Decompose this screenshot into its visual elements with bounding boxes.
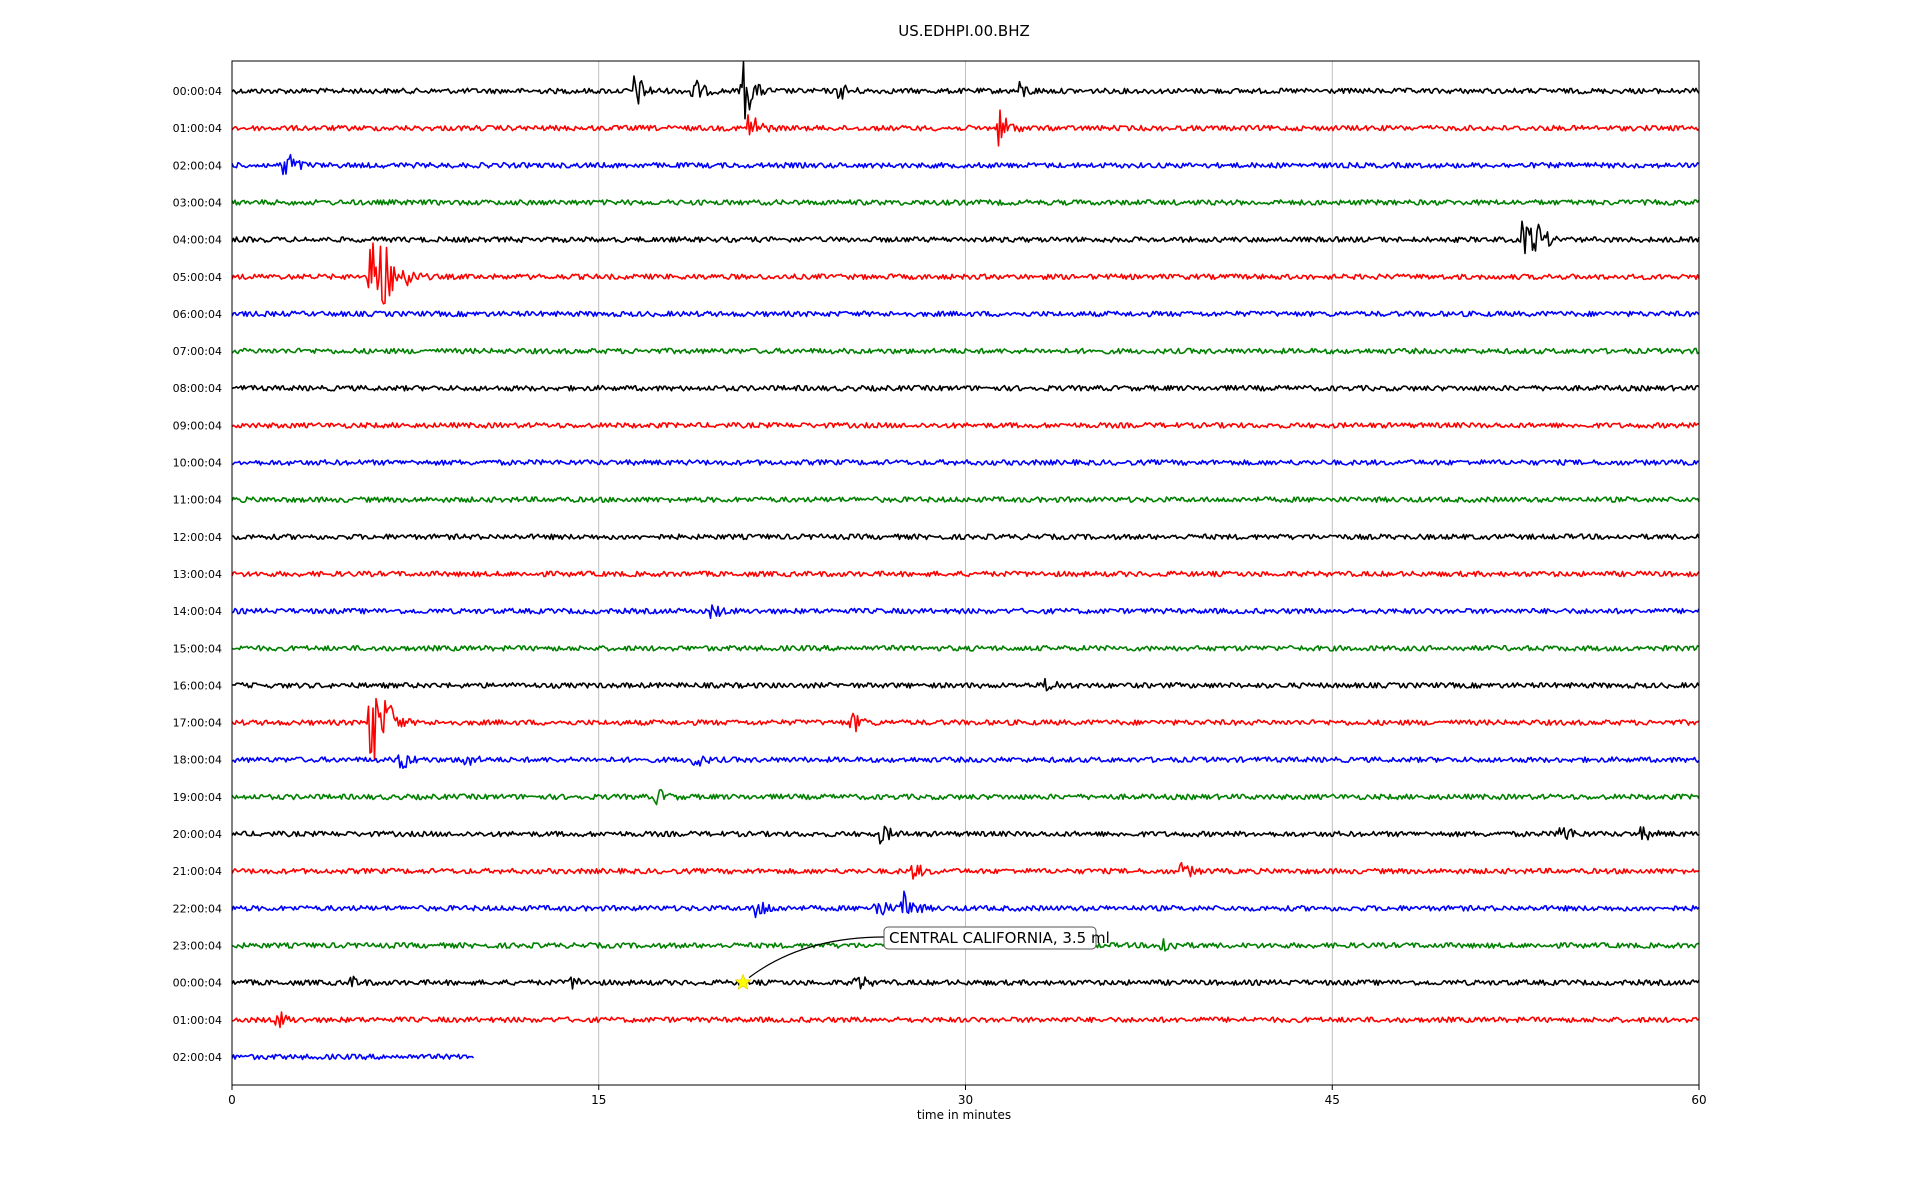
trace-row-12 [231, 533, 1700, 541]
row-label: 17:00:04 [173, 717, 222, 730]
row-label: 02:00:04 [173, 159, 222, 172]
trace-row-15 [231, 644, 1700, 652]
trace-row-21 [231, 861, 1700, 880]
trace-row-14 [231, 604, 1700, 619]
x-axis-label: time in minutes [917, 1108, 1011, 1122]
x-axis-ticks: 0 15 30 45 60 [228, 1085, 1707, 1107]
trace-row-8 [231, 384, 1700, 392]
row-label: 04:00:04 [173, 234, 222, 247]
row-label: 21:00:04 [173, 865, 222, 878]
row-label: 06:00:04 [173, 308, 222, 321]
x-tick-label: 15 [591, 1093, 606, 1107]
trace-row-16 [232, 677, 1700, 692]
trace-row-24 [231, 975, 1700, 990]
row-label: 10:00:04 [173, 457, 222, 470]
x-tick-label: 0 [228, 1093, 236, 1107]
trace-row-11 [231, 496, 1700, 503]
row-label: 01:00:04 [173, 1014, 222, 1027]
row-label: 09:00:04 [173, 419, 222, 432]
x-tick-label: 60 [1691, 1093, 1706, 1107]
event-star-icon [734, 973, 752, 991]
row-label: 11:00:04 [173, 494, 222, 507]
row-label: 02:00:04 [173, 1051, 222, 1064]
trace-row-26 [231, 1053, 475, 1061]
x-tick-label: 45 [1325, 1093, 1340, 1107]
row-labels: 00:00:04 01:00:04 02:00:04 03:00:04 04:00:04… [173, 85, 222, 1064]
row-label: 15:00:04 [173, 642, 222, 655]
row-label: 01:00:04 [173, 122, 222, 135]
row-label: 13:00:04 [173, 568, 222, 581]
row-label: 05:00:04 [173, 271, 222, 284]
event-annotation: CENTRAL CALIFORNIA, 3.5 ml [734, 926, 1110, 991]
trace-row-22 [231, 890, 1700, 919]
trace-row-4 [231, 220, 1700, 255]
trace-row-9 [231, 422, 1700, 429]
trace-row-25 [231, 1011, 1700, 1029]
x-tick-label: 30 [958, 1093, 973, 1107]
trace-row-6 [231, 310, 1700, 318]
trace-row-13 [231, 570, 1700, 578]
trace-row-2 [231, 153, 1700, 176]
row-label: 14:00:04 [173, 605, 222, 618]
annotation-arrow [748, 936, 885, 979]
row-label: 23:00:04 [173, 939, 222, 952]
row-label: 22:00:04 [173, 902, 222, 915]
annotation-text: CENTRAL CALIFORNIA, 3.5 ml [889, 929, 1110, 947]
trace-row-0 [231, 61, 1700, 120]
trace-row-1 [231, 109, 1700, 147]
trace-row-3 [231, 199, 1700, 206]
trace-row-7 [231, 347, 1700, 355]
chart-title: US.EDHPI.00.BHZ [898, 22, 1030, 40]
trace-row-19 [231, 788, 1700, 806]
annotation-box [883, 926, 1097, 950]
trace-row-10 [231, 459, 1700, 466]
row-label: 20:00:04 [173, 828, 222, 841]
trace-row-5 [231, 242, 1700, 305]
seismogram-traces [231, 61, 1700, 1061]
trace-row-18 [231, 754, 1700, 769]
row-label: 16:00:04 [173, 679, 222, 692]
trace-row-20 [231, 825, 1699, 845]
grid-lines [598, 61, 1333, 1085]
row-label: 12:00:04 [173, 531, 222, 544]
trace-row-17 [231, 697, 1700, 761]
row-label: 00:00:04 [173, 977, 222, 990]
row-label: 00:00:04 [173, 85, 222, 98]
row-label: 08:00:04 [173, 382, 222, 395]
row-label: 07:00:04 [173, 345, 222, 358]
row-label: 03:00:04 [173, 196, 222, 209]
row-label: 18:00:04 [173, 754, 222, 767]
row-label: 19:00:04 [173, 791, 222, 804]
